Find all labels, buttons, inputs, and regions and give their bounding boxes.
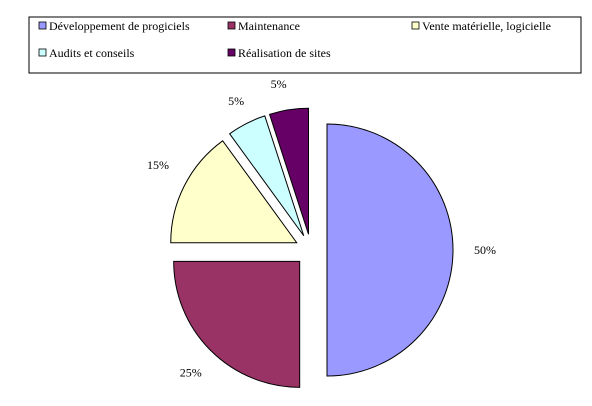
legend-swatch — [411, 21, 420, 30]
legend-label: Vente matérielle, logicielle — [422, 19, 551, 33]
legend-swatch — [38, 21, 47, 30]
slice-percent-label: 25% — [180, 365, 202, 379]
pie-slice — [228, 115, 305, 237]
pie-slice — [170, 140, 298, 244]
pie-slices — [170, 107, 454, 388]
slice-percent-label: 5% — [271, 77, 287, 91]
legend: Développement de progiciels Maintenance Ve… — [28, 16, 582, 74]
legend-label: Maintenance — [238, 19, 300, 33]
pie-slice — [268, 107, 309, 235]
legend-label: Réalisation de sites — [238, 46, 331, 60]
legend-swatch — [227, 21, 236, 30]
pie-slice — [326, 123, 454, 377]
legend-swatch — [38, 48, 47, 57]
legend-label: Développement de progiciels — [49, 19, 190, 33]
legend-swatch — [227, 48, 236, 57]
pie-slice — [173, 260, 301, 388]
legend-label: Audits et conseils — [49, 46, 135, 60]
slice-percent-label: 50% — [474, 243, 496, 257]
slice-labels: 50% 25% 15% 5% 5% — [147, 77, 496, 379]
legend-frame — [28, 16, 582, 74]
slice-percent-label: 15% — [147, 158, 169, 172]
slice-percent-label: 5% — [228, 94, 244, 108]
